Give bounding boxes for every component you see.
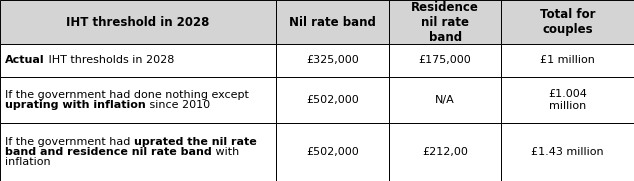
Bar xyxy=(389,77,501,123)
Text: Residence
nil rate
band: Residence nil rate band xyxy=(411,1,479,44)
Text: If the government had done nothing except: If the government had done nothing excep… xyxy=(5,90,249,100)
Bar xyxy=(0,44,276,77)
Text: £502,000: £502,000 xyxy=(306,95,359,105)
Text: uprated the nil rate: uprated the nil rate xyxy=(134,137,257,147)
Bar xyxy=(501,0,634,44)
Text: with: with xyxy=(212,147,239,157)
Bar xyxy=(0,123,276,181)
Bar xyxy=(389,0,501,44)
Text: inflation: inflation xyxy=(5,157,51,167)
Text: £1.43 million: £1.43 million xyxy=(531,147,604,157)
Bar xyxy=(501,77,634,123)
Text: N/A: N/A xyxy=(435,95,455,105)
Bar xyxy=(0,0,276,44)
Text: £325,000: £325,000 xyxy=(306,55,359,65)
Text: If the government had: If the government had xyxy=(5,137,134,147)
Text: £1.004
million: £1.004 million xyxy=(548,89,587,111)
Bar xyxy=(501,44,634,77)
Text: uprating with inflation: uprating with inflation xyxy=(5,100,146,110)
Text: IHT threshold in 2028: IHT threshold in 2028 xyxy=(66,16,210,29)
Bar xyxy=(389,123,501,181)
Text: band and residence nil rate band: band and residence nil rate band xyxy=(5,147,212,157)
Bar xyxy=(276,44,389,77)
Bar xyxy=(501,123,634,181)
Text: £175,000: £175,000 xyxy=(418,55,472,65)
Bar xyxy=(0,77,276,123)
Text: £212,00: £212,00 xyxy=(422,147,468,157)
Text: £502,000: £502,000 xyxy=(306,147,359,157)
Text: IHT thresholds in 2028: IHT thresholds in 2028 xyxy=(44,55,174,65)
Bar xyxy=(276,77,389,123)
Bar xyxy=(276,0,389,44)
Text: since 2010: since 2010 xyxy=(146,100,210,110)
Text: Nil rate band: Nil rate band xyxy=(288,16,376,29)
Bar xyxy=(389,44,501,77)
Text: Total for
couples: Total for couples xyxy=(540,8,595,36)
Text: Actual: Actual xyxy=(5,55,44,65)
Text: £1 million: £1 million xyxy=(540,55,595,65)
Bar xyxy=(276,123,389,181)
